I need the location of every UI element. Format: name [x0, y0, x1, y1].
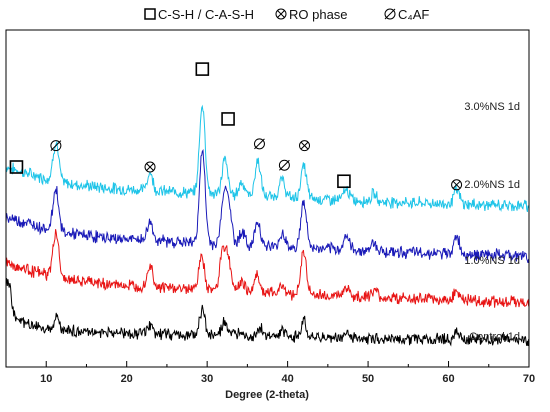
x-tick-label-70: 70 — [523, 373, 535, 385]
series-line-0 — [5, 104, 530, 213]
series-line-2 — [5, 229, 530, 308]
series-line-1 — [5, 148, 530, 264]
phase-marker-square-4 — [221, 112, 235, 126]
legend-label-ro-phase: RO phase — [289, 7, 348, 22]
phase-markers — [9, 62, 463, 191]
x-axis-title: Degree (2-theta) — [225, 389, 309, 401]
phase-marker-square-3 — [195, 62, 210, 76]
series-label-2: 1.0%NS 1d — [464, 255, 520, 267]
x-tick-label-20: 20 — [121, 373, 133, 385]
phase-marker-otimes-7 — [299, 140, 311, 152]
series-label-1: 2.0%NS 1d — [464, 179, 520, 191]
phase-marker-square-8 — [337, 174, 351, 189]
series-label-3: Control 1d — [469, 331, 520, 343]
phase-marker-oslash-5 — [253, 138, 265, 150]
phase-marker-oslash-6 — [278, 159, 290, 171]
series-labels: 3.0%NS 1d 2.0%NS 1d 1.0%NS 1d Control 1d — [464, 101, 520, 343]
x-tick-label-10: 10 — [40, 373, 52, 385]
legend-label-csh: C-S-H / C-A-S-H — [158, 7, 254, 22]
legend-oslash-symbol — [384, 8, 396, 20]
x-axis-ticks: 10 20 30 40 50 60 70 — [40, 361, 535, 385]
phase-marker-otimes-9 — [451, 179, 463, 191]
x-tick-label-50: 50 — [362, 373, 374, 385]
phase-marker-otimes-2 — [144, 161, 156, 173]
x-tick-label-60: 60 — [442, 373, 454, 385]
series-line-3 — [5, 278, 530, 347]
legend: C-S-H / C-A-S-H RO phase C₄AF — [144, 7, 429, 22]
phase-marker-square-0 — [9, 160, 24, 174]
x-tick-label-40: 40 — [281, 373, 293, 385]
x-tick-label-30: 30 — [201, 373, 213, 385]
phase-marker-oslash-1 — [50, 140, 62, 152]
series-curves — [5, 104, 530, 347]
legend-otimes-symbol — [275, 8, 287, 20]
plot-frame — [5, 29, 530, 368]
legend-square-symbol — [144, 8, 156, 20]
series-label-0: 3.0%NS 1d — [464, 101, 520, 113]
legend-label-c4af: C₄AF — [398, 7, 429, 22]
